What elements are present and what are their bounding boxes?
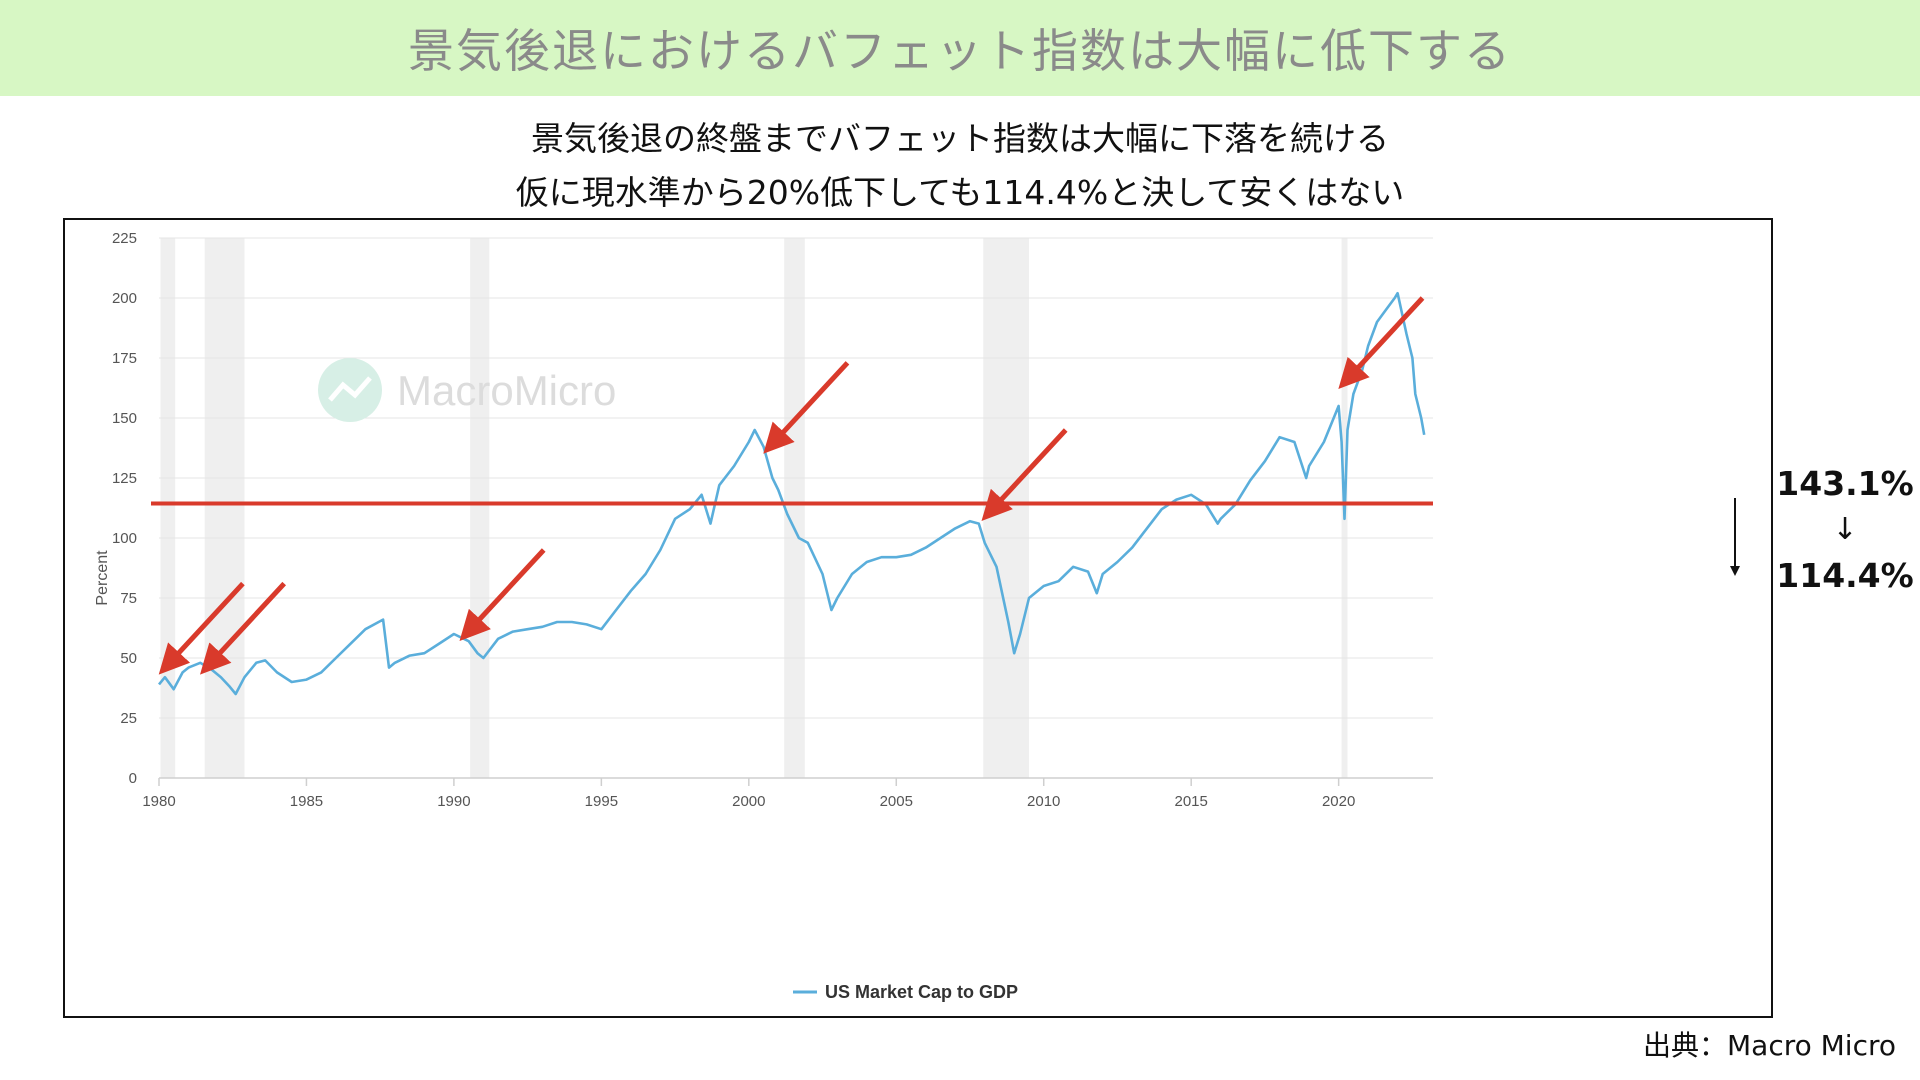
y-tick-label: 125	[112, 470, 137, 487]
subtitle-line-2: 仮に現水準から20%低下しても114.4%と決して安くはない	[515, 173, 1405, 212]
y-tick-label: 150	[112, 410, 137, 427]
y-axis-label: Percent	[94, 550, 111, 606]
side-down-arrow-icon: ↓	[1832, 512, 1858, 547]
y-tick-label: 225	[112, 230, 137, 247]
x-tick-label: 1980	[142, 793, 175, 810]
annotation-arrow	[158, 581, 245, 675]
y-tick-label: 75	[120, 590, 137, 607]
legend-label: US Market Cap to GDP	[825, 982, 1018, 1002]
y-tick-label: 25	[120, 710, 137, 727]
annotation-arrow	[199, 581, 287, 675]
y-tick-label: 175	[112, 350, 137, 367]
recession-band	[983, 238, 1029, 778]
recession-band	[784, 238, 805, 778]
watermark: MacroMicro	[318, 358, 616, 422]
x-tick-label: 2020	[1322, 793, 1355, 810]
y-tick-label: 0	[129, 770, 137, 787]
subtitle-line-1: 景気後退の終盤までバフェット指数は大幅に下落を続ける	[531, 119, 1389, 158]
x-tick-label: 2010	[1027, 793, 1060, 810]
y-tick-label: 50	[120, 650, 137, 667]
banner-title: 景気後退におけるバフェット指数は大幅に低下する	[408, 24, 1512, 78]
annotation-arrow	[981, 428, 1068, 522]
source-credit: 出典：Macro Micro	[1643, 1029, 1896, 1062]
axes: 0 25 50 75 100 125 150 175 200 225 1980 1985 1990 199…	[112, 230, 1433, 810]
x-tick-label: 2005	[880, 793, 913, 810]
recession-band	[470, 238, 490, 778]
legend: US Market Cap to GDP	[793, 982, 1018, 1002]
x-tick-label: 1990	[437, 793, 470, 810]
recession-bands	[160, 238, 1348, 778]
chart-svg: MacroMicro 0 25 50 75 100 125 150 175 200 225 1980…	[94, 230, 1740, 1002]
watermark-text: MacroMicro	[397, 367, 616, 414]
annotation-arrows	[158, 296, 1425, 675]
series-line-us-market-cap	[157, 291, 1426, 696]
recession-band	[160, 238, 176, 778]
title-banner: 景気後退におけるバフェット指数は大幅に低下する	[0, 0, 1920, 96]
x-tick-label: 2000	[732, 793, 765, 810]
x-tick-label: 1985	[290, 793, 323, 810]
x-tick-label: 1995	[585, 793, 618, 810]
x-tick-label: 2015	[1174, 793, 1207, 810]
side-value-from: 143.1%	[1776, 464, 1914, 503]
side-drop-arrowhead	[1730, 566, 1740, 576]
annotation-arrow	[1338, 296, 1425, 390]
annotation-arrow	[459, 548, 546, 642]
side-value-to: 114.4%	[1776, 556, 1914, 595]
gridlines	[159, 237, 1433, 719]
watermark-logo-mark	[328, 376, 372, 402]
y-tick-label: 100	[112, 530, 137, 547]
recession-band	[204, 238, 245, 778]
chart-frame: MacroMicro 0 25 50 75 100 125 150 175 200 225 1980…	[63, 218, 1773, 1018]
y-tick-label: 200	[112, 290, 137, 307]
annotation-arrow	[763, 361, 850, 454]
